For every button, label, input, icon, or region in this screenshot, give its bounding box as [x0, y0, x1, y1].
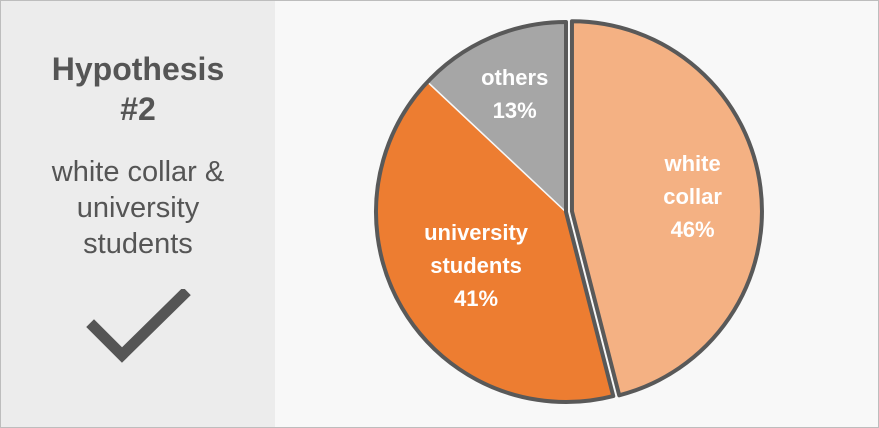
- pie-slice-label-line: students: [430, 253, 522, 278]
- pie-slice-label-1: university students 41%: [424, 220, 529, 311]
- pie-slice-label-line: 13%: [493, 98, 537, 123]
- pie-slice-label-2: others 13%: [481, 65, 548, 123]
- hypothesis-title: Hypothesis #2: [51, 51, 225, 127]
- pie-slice-label-line: collar: [663, 184, 722, 209]
- hypothesis-panel: Hypothesis #2 white collar & university …: [1, 1, 275, 427]
- pie-slice-label-line: 46%: [671, 217, 715, 242]
- pie-slice-label-0: white collar 46%: [663, 151, 722, 242]
- pie-outline: [374, 20, 616, 404]
- pie-slice-label-line: others: [481, 65, 548, 90]
- checkmark-icon: [86, 289, 191, 363]
- pie-slice-label-line: 41%: [454, 286, 498, 311]
- hypothesis-description: white collar & university students: [51, 156, 225, 260]
- pie-slice-label-line: university: [424, 220, 529, 245]
- pie-slice-label-line: white: [663, 151, 720, 176]
- pie-slice-0: [569, 19, 764, 398]
